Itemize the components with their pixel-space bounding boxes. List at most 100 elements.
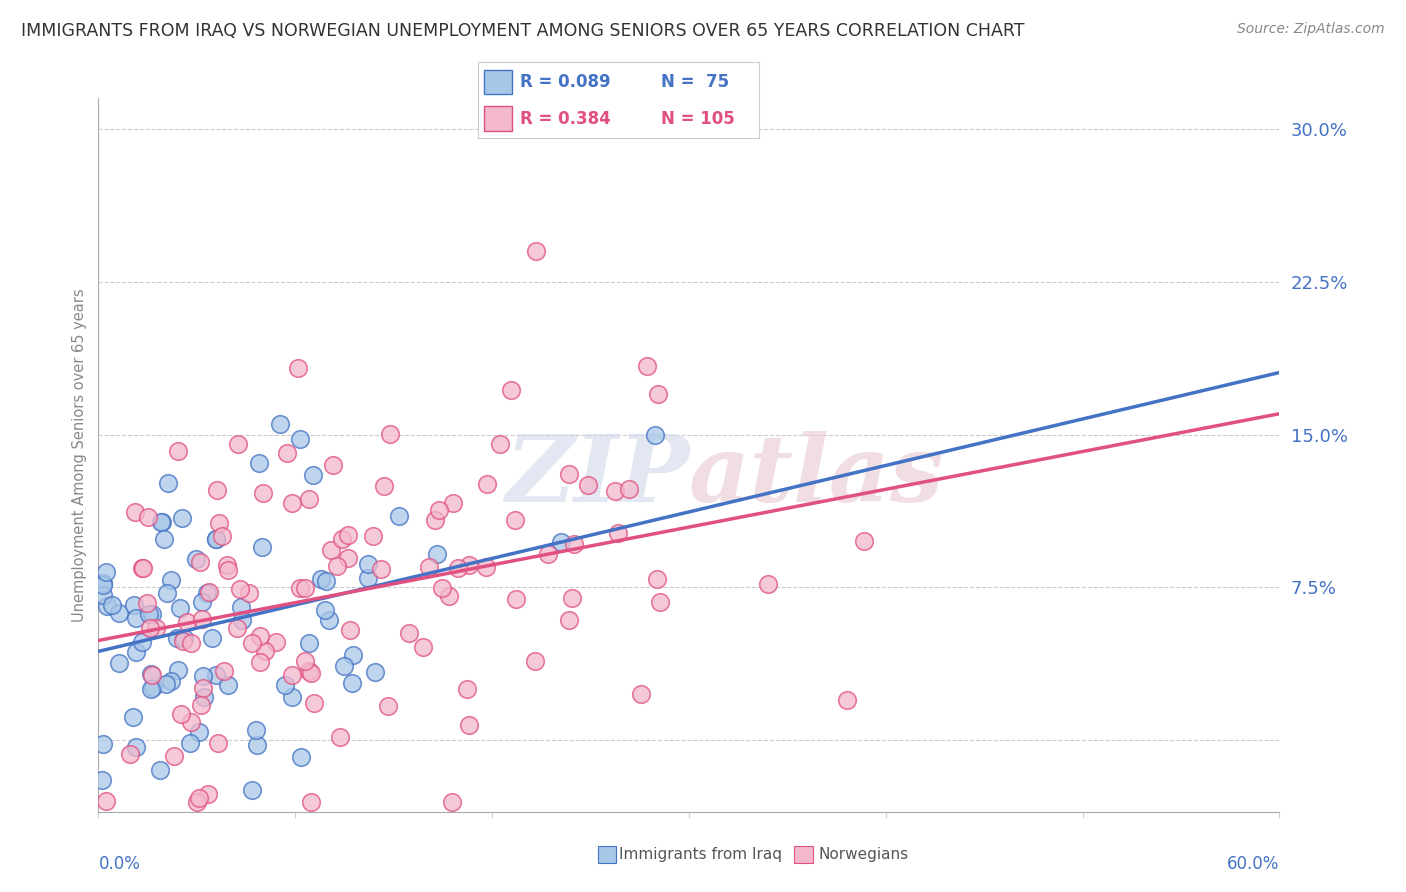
Point [647, 386, 669, 401]
Point [191, 594, 214, 608]
Point [180, 636, 202, 650]
Point [311, 572, 333, 586]
Point [298, 636, 321, 650]
Point [179, 736, 201, 750]
Point [205, 483, 228, 497]
Point [558, 467, 581, 482]
Point [167, 664, 190, 678]
Point [124, 599, 146, 613]
Point [378, 427, 401, 442]
Point [332, 659, 354, 673]
Point [412, 640, 434, 654]
Point [118, 747, 141, 761]
Point [298, 664, 321, 678]
Point [139, 621, 162, 635]
Point [247, 456, 270, 470]
Point [195, 586, 218, 600]
Point [319, 543, 342, 558]
Point [457, 718, 479, 732]
Y-axis label: Unemployment Among Seniors over 65 years: Unemployment Among Seniors over 65 years [72, 288, 87, 622]
Point [489, 437, 512, 451]
Point [318, 613, 340, 627]
Point [456, 682, 478, 697]
Point [630, 687, 652, 701]
Point [91, 576, 114, 591]
Point [430, 581, 453, 595]
Point [204, 667, 226, 681]
Point [96, 566, 118, 580]
Text: 0.0%: 0.0% [98, 855, 141, 872]
Point [524, 244, 547, 258]
Point [169, 600, 191, 615]
Point [229, 582, 252, 597]
Point [124, 505, 146, 519]
Point [603, 483, 626, 498]
Point [142, 680, 165, 694]
Text: N =  75: N = 75 [661, 73, 728, 91]
Point [159, 674, 181, 689]
Point [364, 665, 387, 680]
Point [188, 555, 211, 569]
Text: IMMIGRANTS FROM IRAQ VS NORWEGIAN UNEMPLOYMENT AMONG SENIORS OVER 65 YEARS CORRE: IMMIGRANTS FROM IRAQ VS NORWEGIAN UNEMPL… [21, 22, 1025, 40]
Point [91, 737, 114, 751]
Point [447, 561, 470, 575]
Point [288, 581, 311, 595]
Point [131, 561, 153, 575]
Point [156, 476, 179, 491]
Point [163, 748, 186, 763]
Point [166, 631, 188, 645]
Point [125, 645, 148, 659]
Point [149, 515, 172, 529]
Point [172, 634, 194, 648]
Point [340, 675, 363, 690]
Point [294, 581, 316, 595]
Point [314, 603, 336, 617]
Point [125, 611, 148, 625]
FancyBboxPatch shape [484, 70, 512, 95]
Point [562, 537, 585, 551]
Point [281, 496, 304, 510]
Point [269, 417, 291, 432]
Point [136, 509, 159, 524]
Point [253, 644, 276, 658]
Point [245, 723, 267, 738]
Point [150, 515, 173, 529]
Point [186, 552, 208, 566]
Point [90, 772, 112, 787]
Point [388, 509, 411, 524]
Point [558, 614, 581, 628]
Point [170, 706, 193, 721]
Point [298, 491, 321, 506]
Point [187, 724, 209, 739]
Point [304, 696, 326, 710]
Point [217, 558, 239, 572]
Point [617, 482, 640, 496]
Point [141, 607, 163, 622]
Point [475, 560, 498, 574]
Point [290, 432, 312, 446]
Point [294, 654, 316, 668]
Point [505, 591, 527, 606]
Text: atlas: atlas [689, 432, 945, 521]
Point [287, 361, 309, 376]
Point [377, 698, 399, 713]
Text: Immigrants from Iraq: Immigrants from Iraq [619, 847, 782, 862]
Point [636, 359, 658, 373]
Point [187, 791, 209, 805]
Point [427, 503, 450, 517]
Point [238, 585, 260, 599]
Point [205, 533, 228, 547]
Point [276, 446, 298, 460]
Point [101, 598, 124, 612]
Point [193, 669, 215, 683]
Point [204, 532, 226, 546]
Point [339, 624, 361, 638]
Point [208, 516, 231, 531]
Point [299, 795, 322, 809]
Point [457, 558, 479, 572]
Point [191, 612, 214, 626]
Point [155, 677, 177, 691]
FancyBboxPatch shape [484, 106, 512, 130]
Point [139, 666, 162, 681]
Point [152, 533, 174, 547]
